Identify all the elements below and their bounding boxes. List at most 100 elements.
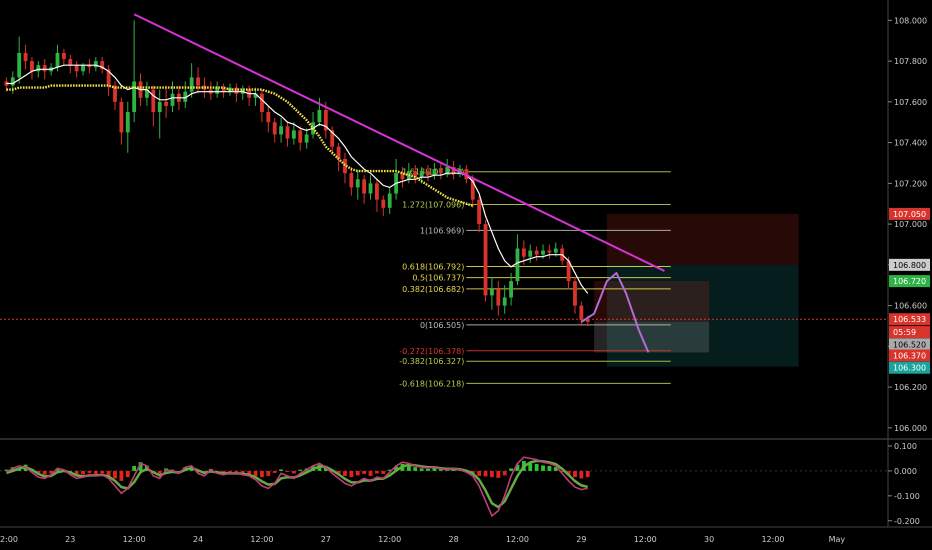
candle-body (23, 52, 28, 62)
candle-body (55, 52, 60, 68)
candle-body (349, 173, 354, 188)
candle-body (585, 319, 590, 322)
histogram-bar (81, 470, 85, 475)
price-tag: 107.050 (889, 207, 930, 220)
y-tick-label: 106.000 (894, 424, 927, 433)
histogram-bar (132, 465, 137, 471)
y-tick-label: 107.800 (894, 57, 927, 66)
histogram-bar (394, 466, 399, 471)
candle-body (221, 87, 226, 92)
histogram-bar (406, 465, 411, 471)
histogram-bar (343, 470, 347, 476)
osc-y-tick-label: -0.200 (894, 517, 920, 526)
candle-body (291, 130, 296, 139)
histogram-bar (585, 470, 590, 478)
candle-body (470, 179, 475, 200)
candle-body (375, 183, 379, 200)
price-tag-bg (889, 258, 930, 271)
candle-body (317, 110, 322, 123)
x-tick-label: May (829, 535, 846, 544)
price-tag: 106.800 (889, 258, 930, 271)
price-tag-text: 106.520 (893, 340, 926, 349)
histogram-bar (285, 470, 290, 472)
candle-body (336, 146, 341, 159)
candle-body (157, 101, 162, 113)
candle-body (387, 193, 392, 208)
candle-body (445, 167, 450, 174)
x-tick-label: 12:00 (0, 535, 18, 544)
candle-body (10, 77, 15, 86)
fib-level-label: 1.272(107.096) (402, 201, 464, 210)
y-tick-label: 107.200 (894, 179, 927, 188)
price-tag-text: 106.300 (893, 364, 926, 373)
histogram-bar (489, 470, 494, 478)
fib-level-label: 0.5(106.737) (412, 274, 464, 283)
candle-body (61, 52, 66, 60)
histogram-bar (272, 470, 277, 473)
price-axis-labels: 107.050 106.800 106.720 106.533 05:59 106.520… (889, 207, 930, 374)
histogram-bar (4, 469, 9, 471)
histogram-bar (413, 467, 418, 471)
price-tag-text: 106.533 (893, 315, 926, 324)
x-tick-label: 12:00 (250, 535, 273, 544)
y-tick-label: 108.000 (894, 16, 927, 25)
price-tag-text: 106.720 (893, 277, 926, 286)
candle-body (81, 65, 85, 72)
x-tick-label: 27 (321, 535, 331, 544)
oscillator-signal-line (6, 459, 588, 509)
candle-body (579, 305, 584, 320)
histogram-bar (247, 470, 252, 474)
histogram-bar (87, 470, 92, 473)
histogram-bar (534, 463, 539, 471)
candle-body (343, 158, 347, 174)
candle-body (106, 69, 111, 86)
drawings (133, 13, 665, 353)
candle-body (528, 250, 533, 257)
y-tick-label: 107.400 (894, 139, 927, 148)
osc-y-tick-label: -0.100 (894, 492, 920, 501)
histogram-bar (579, 470, 584, 479)
histogram-bar (566, 470, 571, 476)
price-tag-text: 106.800 (893, 261, 926, 270)
histogram-bar (547, 465, 552, 471)
candle-body (502, 297, 507, 306)
x-tick-label: 29 (576, 535, 586, 544)
candle-body (304, 134, 309, 143)
candle-body (253, 93, 258, 98)
histogram-bar (528, 463, 533, 471)
candle-body (298, 130, 303, 143)
candle-body (355, 179, 360, 188)
candle-body (196, 77, 200, 86)
oscillator-panel (0, 438, 932, 518)
price-tag-bg (889, 313, 930, 326)
candle-body (515, 248, 520, 282)
candle-body (132, 81, 137, 113)
histogram-bar (93, 470, 98, 474)
histogram-bar (438, 469, 443, 471)
candle-body (541, 250, 545, 255)
histogram-bar (49, 470, 54, 474)
histogram-bar (573, 470, 577, 478)
candle-body (4, 81, 9, 86)
candle-body (509, 281, 513, 298)
histogram-bar (266, 470, 271, 476)
candle-body (521, 248, 526, 257)
price-tag: 05:59 (889, 326, 930, 339)
moving-averages (6, 64, 589, 294)
candle-body (483, 224, 488, 296)
price-tag-bg (889, 207, 930, 220)
candle-body (87, 65, 92, 68)
sma-dotted-line (6, 84, 474, 207)
fib-level-label: -0.618(106.218) (399, 379, 464, 388)
histogram-bar (100, 470, 105, 474)
histogram-bar (125, 470, 130, 478)
x-tick-label: 12:00 (634, 535, 657, 544)
histogram-bar (228, 470, 232, 473)
candle-body (125, 112, 130, 133)
candle-body (272, 122, 277, 135)
candle-body (30, 61, 34, 72)
candle-body (547, 250, 552, 253)
price-tag-text: 106.370 (893, 351, 926, 360)
histogram-bar (426, 468, 430, 471)
histogram-bar (560, 470, 565, 473)
